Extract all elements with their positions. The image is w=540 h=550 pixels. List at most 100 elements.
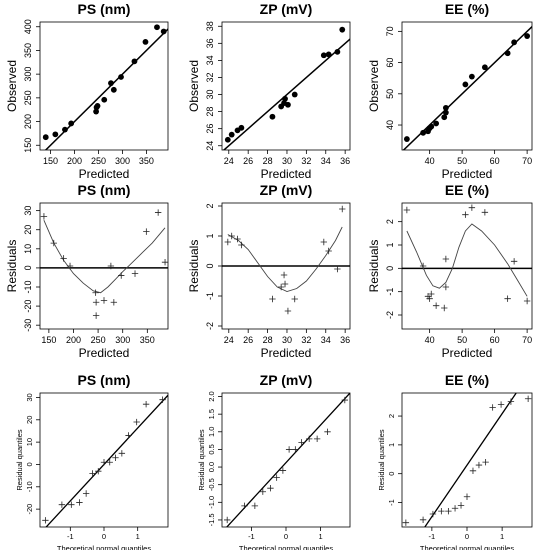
data-point <box>281 280 289 288</box>
x-tick-label: 30 <box>282 156 292 166</box>
data-point <box>228 232 235 240</box>
x-tick-label: 350 <box>140 335 155 345</box>
x-axis-label: Predicted <box>442 346 493 360</box>
data-point <box>273 474 280 481</box>
x-tick-label: 28 <box>263 335 273 345</box>
data-point <box>426 295 433 302</box>
x-tick-label: 250 <box>91 156 106 166</box>
y-tick-label: 20 <box>23 225 33 235</box>
y-tick-label: -10 <box>25 481 34 492</box>
data-point <box>224 238 232 246</box>
data-point <box>280 271 288 279</box>
data-point <box>524 33 531 39</box>
data-point <box>441 304 448 312</box>
x-tick-label: 300 <box>115 156 130 166</box>
y-tick-label: 20 <box>25 416 34 424</box>
data-point <box>238 241 245 249</box>
y-tick-label: -1 <box>387 499 396 506</box>
plot-frame <box>401 202 533 330</box>
x-tick-label: 34 <box>321 335 331 345</box>
data-point <box>118 74 124 80</box>
data-point <box>419 262 427 270</box>
x-tick-label: 300 <box>115 335 130 345</box>
y-tick-label: 24 <box>205 141 215 151</box>
y-tick-label: 36 <box>205 38 215 48</box>
data-point <box>469 467 477 475</box>
data-point <box>223 516 231 524</box>
data-point <box>259 488 267 495</box>
data-point <box>92 299 100 306</box>
y-tick-label: 150 <box>23 138 33 153</box>
y-tick-label: -1.0 <box>207 496 216 509</box>
x-tick-label: 32 <box>301 335 311 345</box>
data-point <box>291 91 298 98</box>
y-tick-label: 0 <box>205 263 215 268</box>
data-point <box>320 52 327 59</box>
data-point <box>445 507 452 515</box>
y-axis-label: Observed <box>367 60 381 112</box>
data-point <box>442 255 450 263</box>
y-tick-label: 40 <box>385 120 395 130</box>
data-point <box>428 123 435 130</box>
data-point <box>143 228 150 235</box>
data-point <box>489 404 496 411</box>
data-point <box>94 103 101 109</box>
data-point <box>131 270 139 277</box>
data-point <box>341 396 349 404</box>
x-axis-label: Predicted <box>79 167 130 181</box>
x-tick-label: 26 <box>243 335 253 345</box>
chart-title: ZP (mV) <box>260 182 313 198</box>
y-tick-label: 60 <box>385 58 395 68</box>
data-point <box>285 446 293 453</box>
data-point <box>161 258 169 266</box>
x-tick-label: 60 <box>490 335 500 345</box>
x-tick-label: -1 <box>429 532 436 541</box>
x-tick-label: 34 <box>321 156 331 166</box>
data-point <box>159 396 166 403</box>
identity-line <box>222 38 350 150</box>
data-point <box>507 398 515 405</box>
data-point <box>497 401 505 408</box>
data-point <box>284 307 292 315</box>
data-point <box>100 459 108 466</box>
data-point <box>154 24 160 31</box>
data-point <box>442 104 449 111</box>
y-tick-label: -10 <box>23 280 33 293</box>
y-tick-label: 50 <box>385 89 395 99</box>
data-point <box>110 299 118 306</box>
qq-reference-line <box>424 393 517 527</box>
x-tick-label: 36 <box>340 335 350 345</box>
y-tick-label: 300 <box>23 67 33 82</box>
data-point <box>42 517 49 524</box>
data-point <box>402 519 410 526</box>
data-point <box>420 129 427 136</box>
y-tick-label: -1 <box>205 292 215 300</box>
data-point <box>52 131 59 138</box>
x-axis-label: Theoretical normal quantiles <box>57 544 151 550</box>
x-tick-label: -1 <box>248 532 255 541</box>
data-point <box>285 101 291 108</box>
data-point <box>334 265 341 273</box>
x-tick-label: 150 <box>41 335 56 345</box>
data-point <box>92 289 99 296</box>
x-tick-label: 350 <box>139 156 154 166</box>
data-point <box>291 295 298 303</box>
data-point <box>234 235 241 243</box>
x-axis-label: Theoretical normal quantiles <box>420 544 514 550</box>
data-point <box>68 120 75 127</box>
y-tick-label: 250 <box>23 90 33 105</box>
x-axis-label: Predicted <box>442 167 493 181</box>
data-point <box>269 113 276 120</box>
y-tick-label: 0 <box>385 266 395 271</box>
plot-frame <box>401 21 533 151</box>
chart-title: PS (nm) <box>78 372 131 388</box>
data-point <box>133 418 140 426</box>
data-point <box>108 80 114 87</box>
x-tick-label: 30 <box>282 335 292 345</box>
chart-title: ZP (mV) <box>260 1 313 17</box>
y-tick-label: 1.5 <box>207 409 216 419</box>
data-point <box>100 297 108 304</box>
y-tick-label: 2.0 <box>207 391 216 401</box>
data-point <box>292 446 299 453</box>
data-point <box>339 26 346 33</box>
